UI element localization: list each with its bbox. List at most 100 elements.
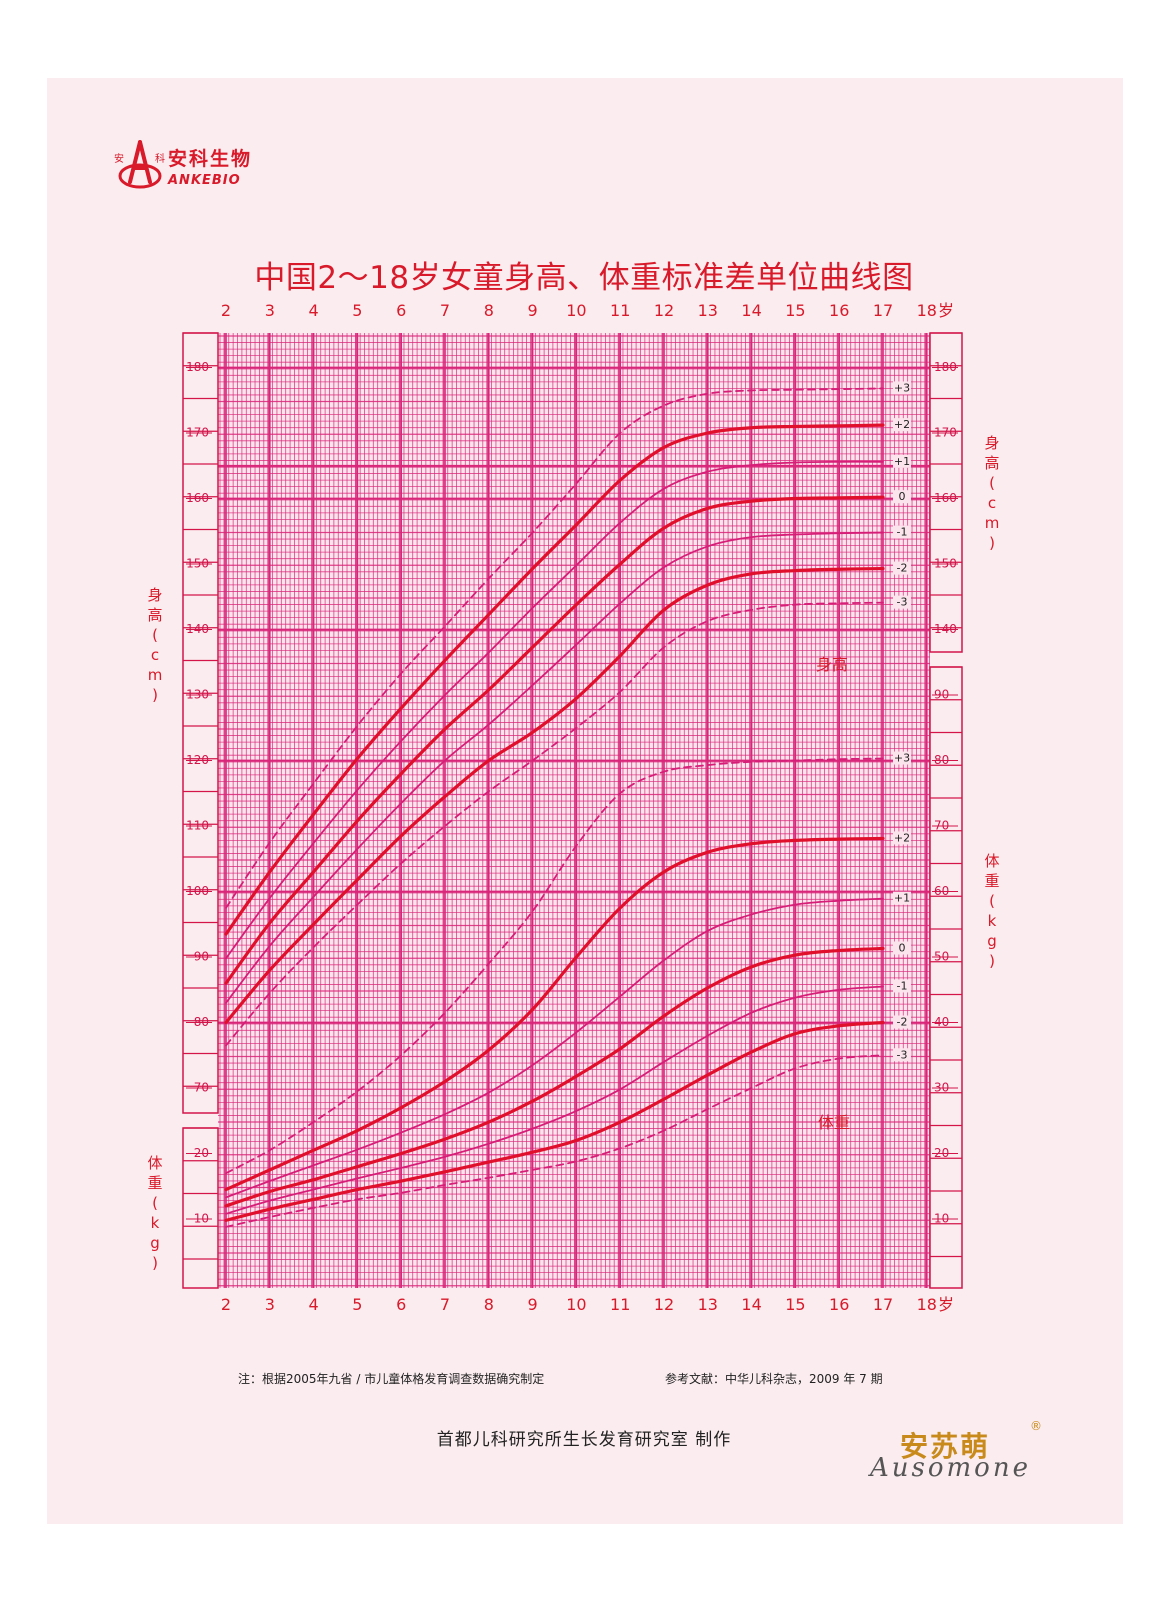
weight-curve-label: -2 xyxy=(897,1016,908,1029)
weight-axis-label-right: ) xyxy=(989,952,995,970)
x-tick-label-top: 6 xyxy=(396,301,406,320)
x-tick-label-bottom: 16 xyxy=(829,1295,849,1314)
weight-tick-label-right: 30 xyxy=(934,1081,949,1095)
x-tick-label-top: 8 xyxy=(484,301,494,320)
weight-tick-label-right: 70 xyxy=(934,819,949,833)
weight-tick-label-right: 60 xyxy=(934,884,949,898)
height-tick-label-left: 130 xyxy=(186,688,209,702)
height-curve xyxy=(225,531,884,1004)
x-tick-label-top: 18 xyxy=(917,301,937,320)
height-tick-label-left: 90 xyxy=(194,950,209,964)
weight-curve xyxy=(225,757,884,1175)
weight-tick-label-right: 50 xyxy=(934,950,949,964)
height-curve-label-bg xyxy=(893,561,911,575)
height-curve-label-bg xyxy=(893,454,911,468)
ausomone-logo: 安苏萌 Ausomone ® xyxy=(860,1419,1060,1495)
weight-curve-label-bg xyxy=(893,891,911,905)
left-height-frame xyxy=(182,332,219,1114)
brand-name-en: ANKEBIO xyxy=(168,173,241,188)
x-tick-label-top: 14 xyxy=(741,301,761,320)
x-unit-top: 岁 xyxy=(938,301,954,320)
height-axis-label-right: ) xyxy=(989,534,995,552)
height-tick-label-left: 100 xyxy=(186,884,209,898)
weight-curve-label-bg xyxy=(893,1015,911,1029)
height-axis-label-left: 身 xyxy=(147,586,162,604)
height-curve-label-bg xyxy=(893,525,911,539)
weight-curve-label: 0 xyxy=(899,941,906,954)
x-tick-label-bottom: 12 xyxy=(654,1295,674,1314)
height-axis-label-right: 高 xyxy=(984,454,999,472)
height-axis-label-right: m xyxy=(985,514,1000,532)
registered-mark: ® xyxy=(1030,1419,1042,1433)
logo-glyph-left: 安 xyxy=(114,152,124,165)
ausomone-brand-cn: 安苏萌 xyxy=(900,1430,991,1463)
height-curve xyxy=(225,601,884,1047)
weight-curve-label-bg xyxy=(893,831,911,845)
height-curve-label: +3 xyxy=(894,381,910,394)
height-tick-label-right: 180 xyxy=(934,360,957,374)
x-tick-label-bottom: 3 xyxy=(265,1295,275,1314)
height-tick-label-right: 140 xyxy=(934,622,957,636)
height-axis-label-left: 高 xyxy=(147,606,162,624)
height-axis-label-right: 身 xyxy=(984,434,999,452)
x-tick-label-bottom: 18 xyxy=(917,1295,937,1314)
height-curve-label-bg xyxy=(893,418,911,432)
ankebio-logo-icon: 安 科 xyxy=(114,140,165,189)
height-tick-label-left: 170 xyxy=(186,426,209,440)
weight-curve-label: -3 xyxy=(897,1048,908,1061)
logo-glyph-right: 科 xyxy=(155,152,165,165)
height-curve-label: -2 xyxy=(897,562,908,575)
ausomone-brand-en: Ausomone xyxy=(870,1453,1031,1483)
height-axis-label-left: ) xyxy=(152,686,158,704)
weight-curve-label-bg xyxy=(893,941,911,955)
x-tick-label-bottom: 17 xyxy=(873,1295,893,1314)
height-curve-label: +1 xyxy=(894,455,910,468)
weight-curve-label-bg xyxy=(893,979,911,993)
height-tick-label-left: 150 xyxy=(186,557,209,571)
x-tick-label-top: 4 xyxy=(309,301,319,320)
height-curve-label-bg xyxy=(893,381,911,395)
reference-note: 参考文献：中华儿科杂志，2009 年 7 期 xyxy=(665,1372,883,1386)
weight-axis-label-right: 重 xyxy=(984,872,999,890)
weight-axis-label-left: k xyxy=(151,1214,160,1232)
x-tick-label-bottom: 9 xyxy=(528,1295,538,1314)
weight-curve-label-bg xyxy=(893,751,911,765)
weight-tick-label-right: 80 xyxy=(934,753,949,767)
height-tick-label-right: 170 xyxy=(934,426,957,440)
height-curve-label: -3 xyxy=(897,596,908,609)
x-tick-label-bottom: 5 xyxy=(352,1295,362,1314)
x-tick-label-top: 7 xyxy=(440,301,450,320)
x-tick-label-top: 13 xyxy=(698,301,718,320)
weight-tick-label-left: 10 xyxy=(194,1212,209,1226)
weight-axis-label-right: k xyxy=(988,912,997,930)
weight-curve-label: +2 xyxy=(894,831,910,844)
x-tick-label-top: 10 xyxy=(566,301,586,320)
x-tick-label-bottom: 2 xyxy=(221,1295,231,1314)
height-tick-label-left: 80 xyxy=(194,1015,209,1029)
x-tick-label-bottom: 10 xyxy=(566,1295,586,1314)
weight-tick-label-left: 20 xyxy=(194,1146,209,1160)
height-curve-label: +2 xyxy=(894,418,910,431)
x-unit-bottom: 岁 xyxy=(938,1295,954,1314)
height-curve-label-bg xyxy=(893,595,911,609)
height-axis-label-right: c xyxy=(988,494,996,512)
weight-tick-label-right: 90 xyxy=(934,688,949,702)
height-curve xyxy=(224,495,885,985)
height-curve-label: -1 xyxy=(897,526,908,539)
height-curve-label-bg xyxy=(893,490,911,504)
weight-curve xyxy=(225,1054,884,1228)
height-tick-label-left: 140 xyxy=(186,622,209,636)
x-tick-label-bottom: 13 xyxy=(698,1295,718,1314)
weight-curve xyxy=(225,897,884,1199)
height-tick-label-right: 160 xyxy=(934,491,957,505)
height-tick-label-right: 150 xyxy=(934,557,957,571)
x-tick-label-bottom: 4 xyxy=(309,1295,319,1314)
weight-axis-label-right: ( xyxy=(989,892,995,910)
height-tick-label-left: 70 xyxy=(194,1081,209,1095)
x-tick-label-top: 2 xyxy=(221,301,231,320)
x-tick-label-top: 15 xyxy=(785,301,805,320)
weight-curve-label: +3 xyxy=(894,752,910,765)
weight-axis-label-left: ) xyxy=(152,1254,158,1272)
weight-tick-label-right: 20 xyxy=(934,1146,949,1160)
x-tick-label-bottom: 8 xyxy=(484,1295,494,1314)
